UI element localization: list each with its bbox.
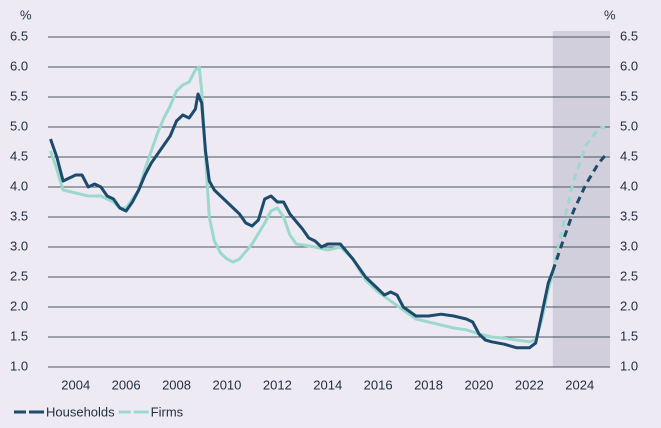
y-tick-label: 3.5 bbox=[10, 208, 28, 223]
x-tick-label: 2012 bbox=[263, 377, 292, 392]
y2-tick-label: 2.0 bbox=[620, 298, 638, 313]
y2-tick-label: 6.0 bbox=[620, 58, 638, 73]
legend-label: Households bbox=[46, 404, 115, 419]
y2-tick-label: 4.5 bbox=[620, 148, 638, 163]
y-tick-label: 6.0 bbox=[10, 58, 28, 73]
y2-tick-label: 3.0 bbox=[620, 238, 638, 253]
y-tick-label: 1.0 bbox=[10, 358, 28, 373]
y2-tick-label: 4.0 bbox=[620, 178, 638, 193]
y2-tick-label: 3.5 bbox=[620, 208, 638, 223]
x-tick-label: 2024 bbox=[565, 377, 594, 392]
x-tick-label: 2020 bbox=[464, 377, 493, 392]
y2-tick-label: 6.5 bbox=[620, 28, 638, 43]
x-tick-label: 2014 bbox=[313, 377, 342, 392]
y2-tick-label: 5.0 bbox=[620, 118, 638, 133]
y-tick-label: 5.5 bbox=[10, 88, 28, 103]
y-tick-label: 3.0 bbox=[10, 238, 28, 253]
y-tick-label: 4.0 bbox=[10, 178, 28, 193]
x-tick-label: 2006 bbox=[112, 377, 141, 392]
y-tick-label: 5.0 bbox=[10, 118, 28, 133]
y2-tick-label: 1.5 bbox=[620, 328, 638, 343]
series-line bbox=[551, 125, 606, 275]
y2-tick-label: 5.5 bbox=[620, 88, 638, 103]
y-axis-label: % bbox=[20, 7, 32, 22]
x-tick-label: 2016 bbox=[364, 377, 393, 392]
y2-tick-label: 1.0 bbox=[620, 358, 638, 373]
series-line bbox=[551, 154, 607, 272]
y2-axis-label: % bbox=[604, 7, 616, 22]
x-tick-label: 2004 bbox=[61, 377, 90, 392]
series-line bbox=[49, 92, 555, 350]
x-tick-label: 2022 bbox=[515, 377, 544, 392]
y-tick-label: 1.5 bbox=[10, 328, 28, 343]
y2-tick-label: 2.5 bbox=[620, 268, 638, 283]
y-tick-label: 4.5 bbox=[10, 148, 28, 163]
x-tick-label: 2010 bbox=[212, 377, 241, 392]
y-tick-label: 2.5 bbox=[10, 268, 28, 283]
legend-label: Firms bbox=[151, 404, 184, 419]
series-line bbox=[49, 65, 555, 344]
y-tick-label: 2.0 bbox=[10, 298, 28, 313]
forecast-region bbox=[552, 31, 610, 367]
y-tick-label: 6.5 bbox=[10, 28, 28, 43]
x-tick-label: 2008 bbox=[162, 377, 191, 392]
x-tick-label: 2018 bbox=[414, 377, 443, 392]
